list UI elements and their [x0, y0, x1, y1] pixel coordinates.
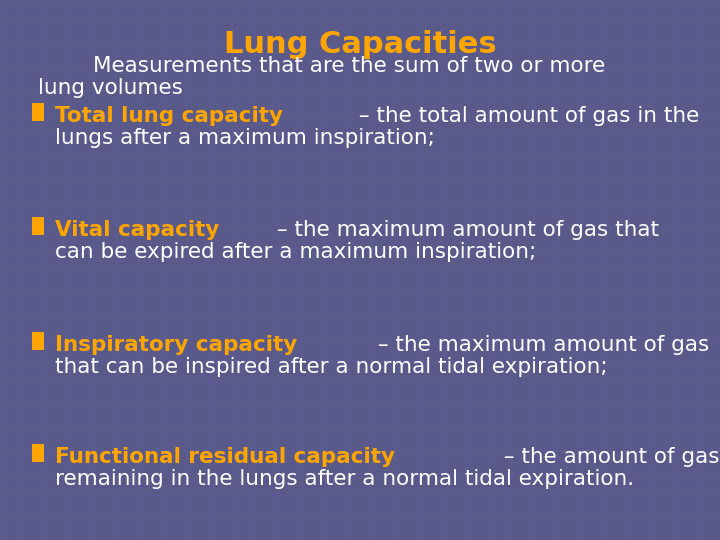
Text: lungs after a maximum inspiration;: lungs after a maximum inspiration; [55, 128, 435, 148]
Text: Measurements that are the sum of two or more: Measurements that are the sum of two or … [38, 56, 606, 76]
Text: that can be inspired after a normal tidal expiration;: that can be inspired after a normal tida… [55, 357, 608, 377]
Text: Total lung capacity: Total lung capacity [55, 106, 283, 126]
Bar [32, 332, 44, 350]
Text: – the maximum amount of gas: – the maximum amount of gas [371, 335, 708, 355]
Text: – the total amount of gas in the: – the total amount of gas in the [352, 106, 699, 126]
Text: Vital capacity: Vital capacity [55, 220, 220, 240]
Text: remaining in the lungs after a normal tidal expiration.: remaining in the lungs after a normal ti… [55, 469, 634, 489]
Bar [32, 103, 44, 121]
Text: Inspiratory capacity: Inspiratory capacity [55, 335, 297, 355]
Bar [32, 444, 44, 462]
Text: Functional residual capacity: Functional residual capacity [55, 447, 395, 467]
Text: – the maximum amount of gas that: – the maximum amount of gas that [270, 220, 659, 240]
Text: lung volumes: lung volumes [38, 78, 183, 98]
Text: – the amount of gas: – the amount of gas [497, 447, 719, 467]
Bar [32, 217, 44, 235]
Text: can be expired after a maximum inspiration;: can be expired after a maximum inspirati… [55, 242, 536, 262]
Text: Lung Capacities: Lung Capacities [224, 30, 496, 59]
